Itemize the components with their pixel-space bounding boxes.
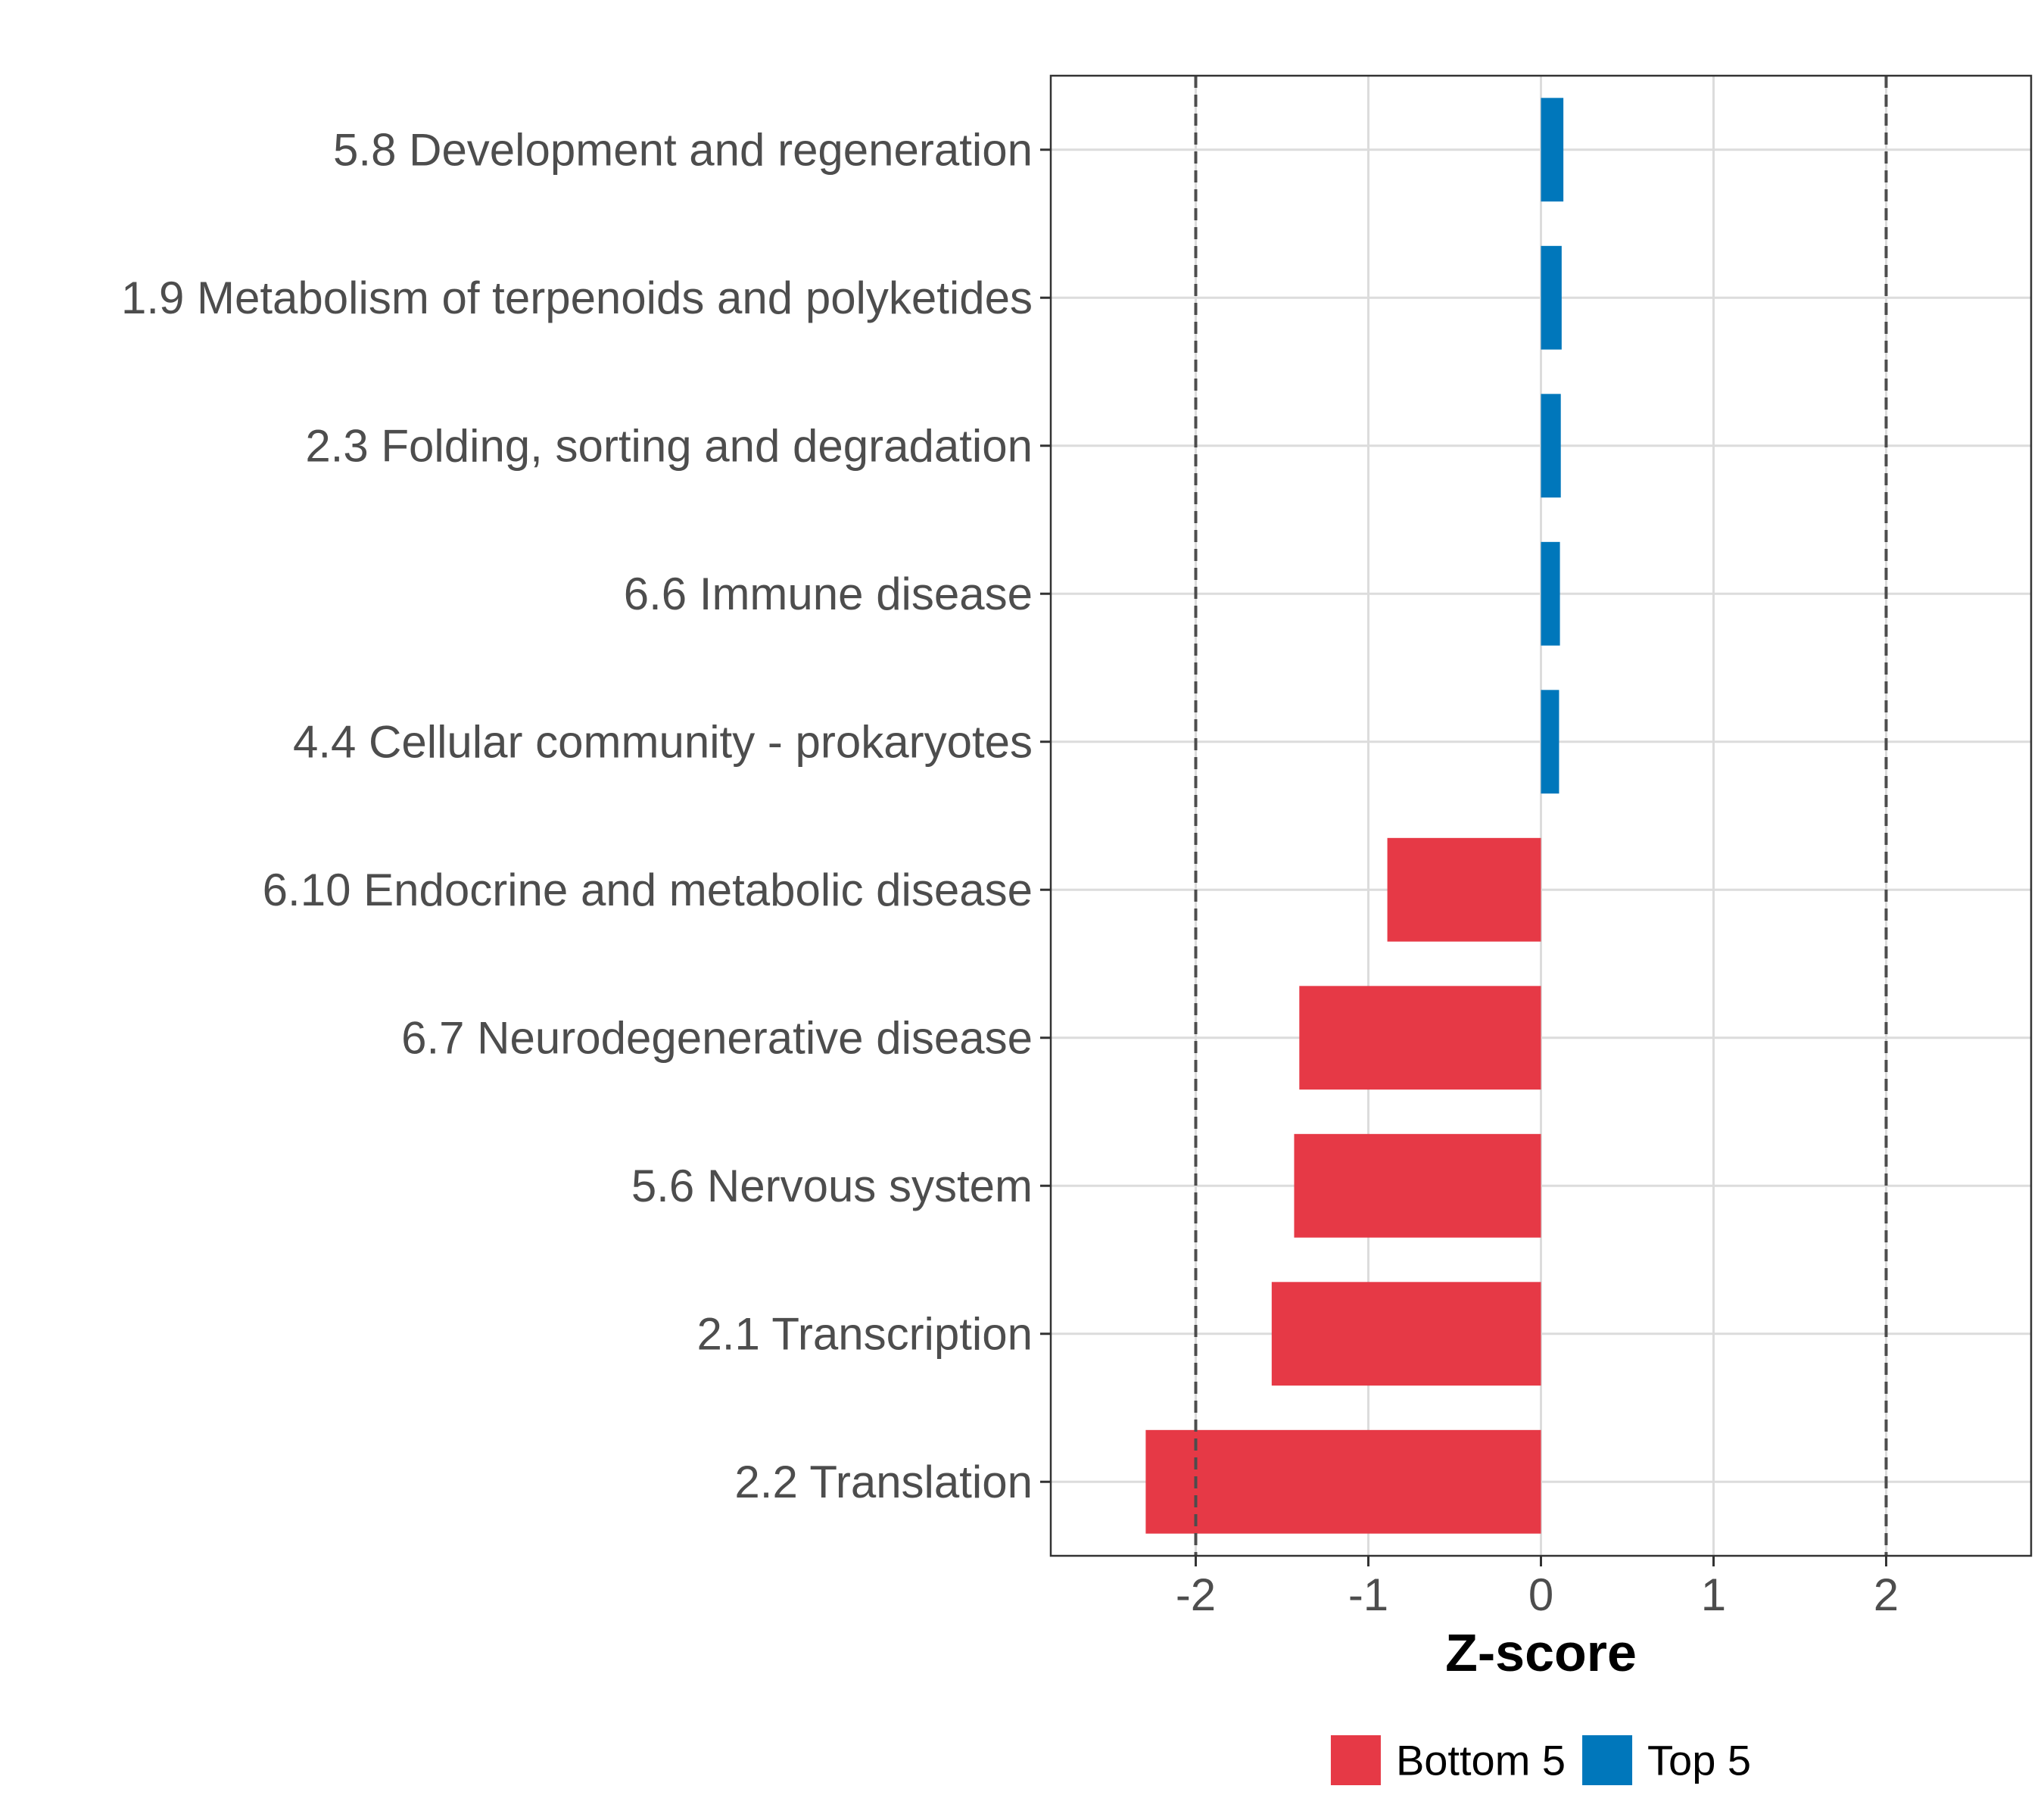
x-tick-label: 0 bbox=[1528, 1569, 1553, 1620]
category-label: 6.6 Immune disease bbox=[624, 569, 1033, 619]
category-label: 6.7 Neurodegenerative disease bbox=[401, 1012, 1033, 1063]
x-tick-label: -2 bbox=[1176, 1569, 1216, 1620]
category-label: 2.2 Translation bbox=[734, 1457, 1033, 1507]
bar bbox=[1541, 690, 1559, 794]
x-axis-title: Z-score bbox=[1445, 1623, 1637, 1682]
axis-ticks bbox=[1040, 148, 1887, 1566]
bar bbox=[1541, 541, 1560, 646]
bar bbox=[1294, 1133, 1541, 1238]
reference-lines bbox=[1194, 76, 1888, 1556]
x-tick-label: -1 bbox=[1348, 1569, 1388, 1620]
category-label: 5.8 Development and regeneration bbox=[333, 124, 1033, 175]
legend-swatch bbox=[1582, 1735, 1633, 1785]
category-label: 2.3 Folding, sorting and degradation bbox=[305, 420, 1033, 471]
bars bbox=[1145, 98, 1564, 1534]
plot-panel-border bbox=[1049, 74, 2033, 1557]
category-label: 2.1 Transcription bbox=[696, 1308, 1033, 1359]
x-tick-label: 2 bbox=[1874, 1569, 1899, 1620]
bar bbox=[1541, 98, 1564, 202]
category-label: 6.10 Endocrine and metabolic disease bbox=[263, 865, 1033, 915]
legend-swatch bbox=[1330, 1735, 1381, 1785]
bar bbox=[1299, 986, 1541, 1090]
legend-label: Top 5 bbox=[1647, 1737, 1751, 1784]
category-label: 4.4 Cellular community - prokaryotes bbox=[293, 716, 1033, 767]
bar bbox=[1541, 245, 1562, 350]
x-tick-label: 1 bbox=[1701, 1569, 1726, 1620]
bar bbox=[1541, 394, 1561, 498]
bar bbox=[1145, 1429, 1541, 1534]
category-label: 5.6 Nervous system bbox=[631, 1161, 1033, 1211]
category-labels: 5.8 Development and regeneration 1.9 Meta… bbox=[121, 124, 1033, 1507]
legend-label: Bottom 5 bbox=[1396, 1737, 1566, 1784]
x-tick-labels: -2 -1 0 1 2 bbox=[1176, 1569, 1899, 1620]
category-label: 1.9 Metabolism of terpenoids and polyket… bbox=[121, 273, 1033, 323]
bar bbox=[1271, 1282, 1541, 1386]
bar bbox=[1387, 837, 1541, 942]
legend: Bottom 5 Top 5 bbox=[1330, 1735, 1751, 1785]
